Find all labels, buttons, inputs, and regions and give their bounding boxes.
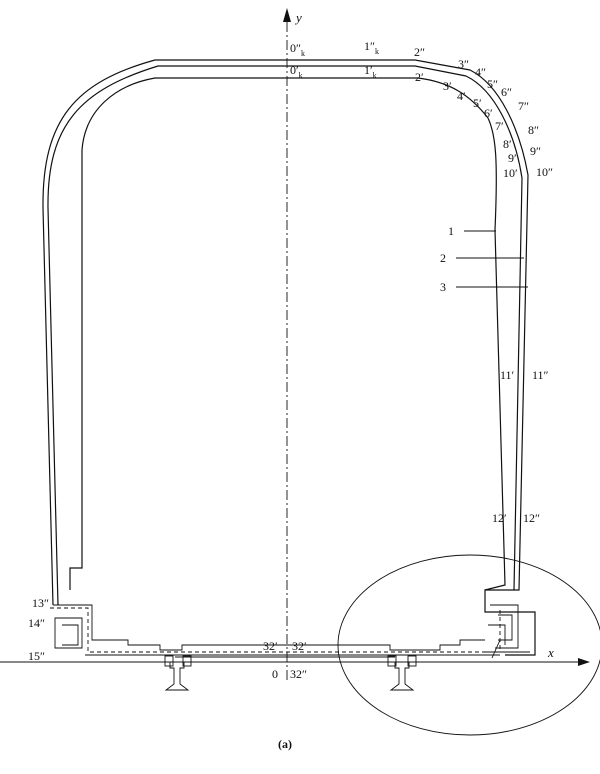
- right-bottom-detail: [485, 604, 530, 659]
- x-axis-arrow: [578, 658, 590, 666]
- label-p6-outer: 6″: [501, 85, 512, 99]
- label-p2-inner: 2′: [415, 70, 424, 84]
- y-axis-arrow: [283, 8, 291, 22]
- rail-clip-left-a: [164, 655, 174, 667]
- label-p5-outer: 5″: [487, 77, 498, 91]
- leader-label-2: 2: [440, 251, 446, 265]
- label-p8-outer: 8″: [528, 123, 539, 137]
- label-p5-inner: 5′: [473, 96, 482, 110]
- rail-clip-left-b: [182, 655, 192, 667]
- figure-caption: (a): [278, 737, 292, 751]
- left-bottom-structure: [53, 604, 485, 651]
- label-p32-outer: 32″: [290, 667, 307, 681]
- label-p1-inner: 1′k: [364, 63, 377, 80]
- label-p14-outer: 14″: [28, 616, 45, 630]
- label-p6-inner: 6′: [484, 106, 493, 120]
- label-p7-inner: 7′: [495, 119, 504, 133]
- label-p9-inner: 9′: [508, 151, 517, 165]
- outline-middle: [47, 65, 523, 606]
- label-p0-outer: 0″k: [290, 41, 305, 58]
- label-p9-outer: 9″: [530, 144, 541, 158]
- rail-clip-right-a: [387, 655, 397, 667]
- label-p3-inner: 3′: [443, 79, 452, 93]
- label-p13-outer: 13″: [32, 596, 49, 610]
- label-p32-inner-left: 32′: [263, 639, 278, 653]
- x-axis-label: x: [547, 645, 554, 660]
- label-p2-outer: 2″: [414, 45, 425, 59]
- label-p12-outer: 12″: [523, 511, 540, 525]
- label-p4-inner: 4′: [457, 89, 466, 103]
- outline-inner: [69, 77, 506, 591]
- outline-outer: [42, 59, 536, 656]
- label-p8-inner: 8′: [503, 137, 512, 151]
- label-p4-outer: 4″: [475, 65, 486, 79]
- label-p1-outer: 1″k: [364, 39, 379, 56]
- label-p7-outer: 7″: [518, 99, 529, 113]
- left-bottom-dashed: [50, 607, 501, 653]
- label-p11-inner: 11′: [500, 368, 515, 382]
- label-p3-outer: 3″: [458, 57, 469, 71]
- y-axis-label: y: [294, 10, 302, 25]
- detail-highlight-ellipse: [337, 554, 600, 736]
- leader-label-1: 1: [448, 224, 454, 238]
- floor-line: [85, 654, 500, 658]
- left-bracket: [54, 617, 83, 649]
- label-p11-outer: 11″: [532, 368, 549, 382]
- label-p10-outer: 10″: [536, 165, 553, 179]
- label-p12-inner: 12′: [492, 511, 507, 525]
- label-p10-inner: 10′: [503, 166, 518, 180]
- label-p0-inner: 0′k: [290, 63, 303, 80]
- label-p32-inner-right: 32′: [292, 639, 307, 653]
- rail-clip-right-b: [407, 655, 417, 667]
- leader-label-3: 3: [440, 280, 446, 294]
- origin-label: 0: [272, 667, 278, 681]
- label-p15-outer: 15″: [28, 649, 45, 663]
